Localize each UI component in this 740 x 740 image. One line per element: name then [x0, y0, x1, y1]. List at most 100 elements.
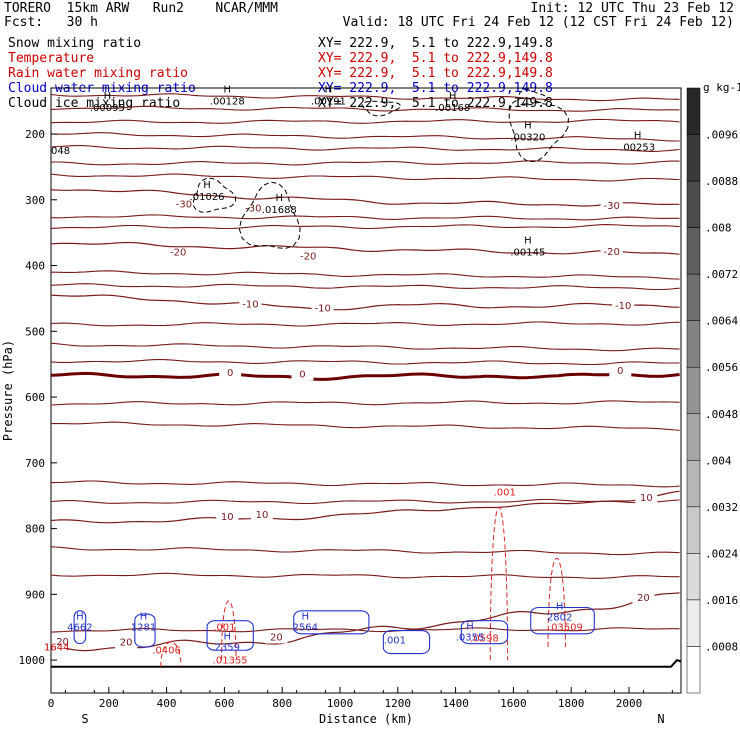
temperature-contour-label: -10 [242, 300, 258, 311]
isotherm-line [50, 627, 680, 633]
y-tick-label: 1000 [19, 654, 46, 667]
snow-max-value: .00191 [311, 96, 346, 107]
contour-label-bg [609, 366, 632, 378]
isotherm-line [50, 572, 680, 579]
cloud-water-contour [293, 610, 370, 635]
temperature-contour [50, 490, 680, 524]
colorbar-label: .0064 [705, 315, 738, 328]
isotherm-line [51, 270, 680, 280]
isotherm-line [50, 400, 680, 406]
colorbar-swatch [686, 320, 701, 368]
snow-max-value: .00253 [620, 142, 655, 153]
colorbar-swatch [686, 599, 701, 647]
isotherm-line [50, 132, 680, 142]
snow-max-marker: H [224, 84, 232, 95]
temperature-contour-label: 10 [640, 493, 653, 504]
cloud-water-max-marker: H [466, 621, 474, 632]
colorbar-swatch [686, 646, 701, 694]
x-tick-label: 1400 [442, 697, 469, 710]
rain-label: .001 [494, 488, 516, 499]
contour-label-bg [216, 512, 239, 524]
colorbar-swatch [686, 460, 701, 508]
x-tick-label: 2000 [616, 697, 643, 710]
snow-contour [361, 100, 402, 117]
y-tick-label: 200 [25, 128, 45, 141]
temperature-contour [50, 294, 680, 311]
colorbar-swatch [686, 227, 701, 275]
legend-name-cloud-ice: Cloud ice mixing ratio [8, 96, 181, 111]
cloud-water-value: 1644 [44, 642, 69, 653]
isotherm-line [50, 342, 680, 352]
temperature-contour [50, 371, 680, 381]
x-tick-label: 1800 [558, 697, 585, 710]
header-line2-left: Fcst: 30 h [4, 15, 98, 30]
rain-contour [547, 557, 566, 647]
colorbar-label: .0056 [705, 361, 738, 374]
colorbar-label: .0096 [705, 129, 738, 142]
isotherm-line [50, 321, 680, 327]
colorbar-label: .0032 [705, 501, 738, 514]
isotherm-line [50, 145, 680, 152]
isotherm-line [50, 421, 680, 431]
plot-frame [50, 87, 682, 694]
cloud-water-max-marker: H [224, 631, 232, 642]
legend-name-rain: Rain water mixing ratio [8, 66, 189, 81]
rain-contour [160, 641, 182, 667]
temperature-contour-label: 10 [256, 510, 269, 521]
x-tick-label: 600 [214, 697, 234, 710]
contour-label-bg [612, 300, 635, 312]
isotherm-line [50, 214, 680, 221]
colorbar-label: .0008 [705, 640, 738, 653]
contour-label-bg [291, 369, 314, 381]
legend-xy-snow: XY= 222.9, 5.1 to 222.9,149.8 [318, 36, 553, 51]
cloud-water-contour [460, 620, 509, 645]
isotherm-line [50, 283, 680, 291]
cloud-water-max-marker: H [302, 612, 310, 623]
x-tick-label: 1000 [327, 697, 354, 710]
cloud-water-value: 4662 [67, 623, 92, 634]
colorbar-label: .004 [705, 454, 732, 467]
ground-line [51, 658, 682, 668]
snow-max-marker: H [203, 180, 211, 191]
colorbar-label: .0048 [705, 408, 738, 421]
snow-max-marker: H [325, 84, 333, 95]
isotherm-line [50, 224, 680, 230]
temperature-contour-label: -10 [314, 304, 330, 315]
x-tick-label: 0 [48, 697, 55, 710]
colorbar-swatch [686, 87, 701, 135]
isotherm-line [50, 498, 680, 505]
y-tick-label: 800 [25, 523, 45, 536]
isotherm-line [50, 359, 680, 366]
snow-contour [517, 89, 548, 106]
x-end-label-left: S [81, 712, 88, 726]
contour-label-bg [239, 299, 262, 311]
contour-label-bg [632, 592, 655, 604]
snow-contour [238, 181, 301, 250]
temperature-contour-label: 0 [227, 368, 233, 379]
isotherm-line [50, 160, 680, 166]
y-tick-label: 300 [25, 194, 45, 207]
colorbar-label: .0072 [705, 268, 738, 281]
contour-label-bg [167, 247, 190, 259]
contour-label-bg [51, 636, 74, 648]
legend-name-snow: Snow mixing ratio [8, 36, 142, 51]
colorbar-swatch [686, 506, 701, 554]
isotherm-line [50, 93, 680, 102]
temperature-contour-label: 10 [221, 512, 234, 523]
rain-label: .01355 [213, 655, 248, 666]
colorbar-swatch [686, 180, 701, 228]
y-tick-label: 700 [25, 457, 45, 470]
colorbar-label: .0088 [705, 175, 738, 188]
isotherm-line [50, 173, 680, 182]
y-tick-label: 600 [25, 391, 45, 404]
rain-label: .03509 [548, 623, 583, 634]
isotherm-line [51, 105, 680, 112]
cloud-water-contour [206, 620, 254, 651]
colorbar-label: .0024 [705, 547, 738, 560]
rain-label: .0406 [152, 646, 181, 657]
temperature-contour-label: -20 [603, 247, 619, 258]
snow-max-marker: H [276, 193, 284, 204]
snow-max-value: .00168 [435, 103, 470, 114]
cloud-water-contour [73, 610, 87, 645]
legend-name-temperature: Temperature [8, 51, 95, 66]
